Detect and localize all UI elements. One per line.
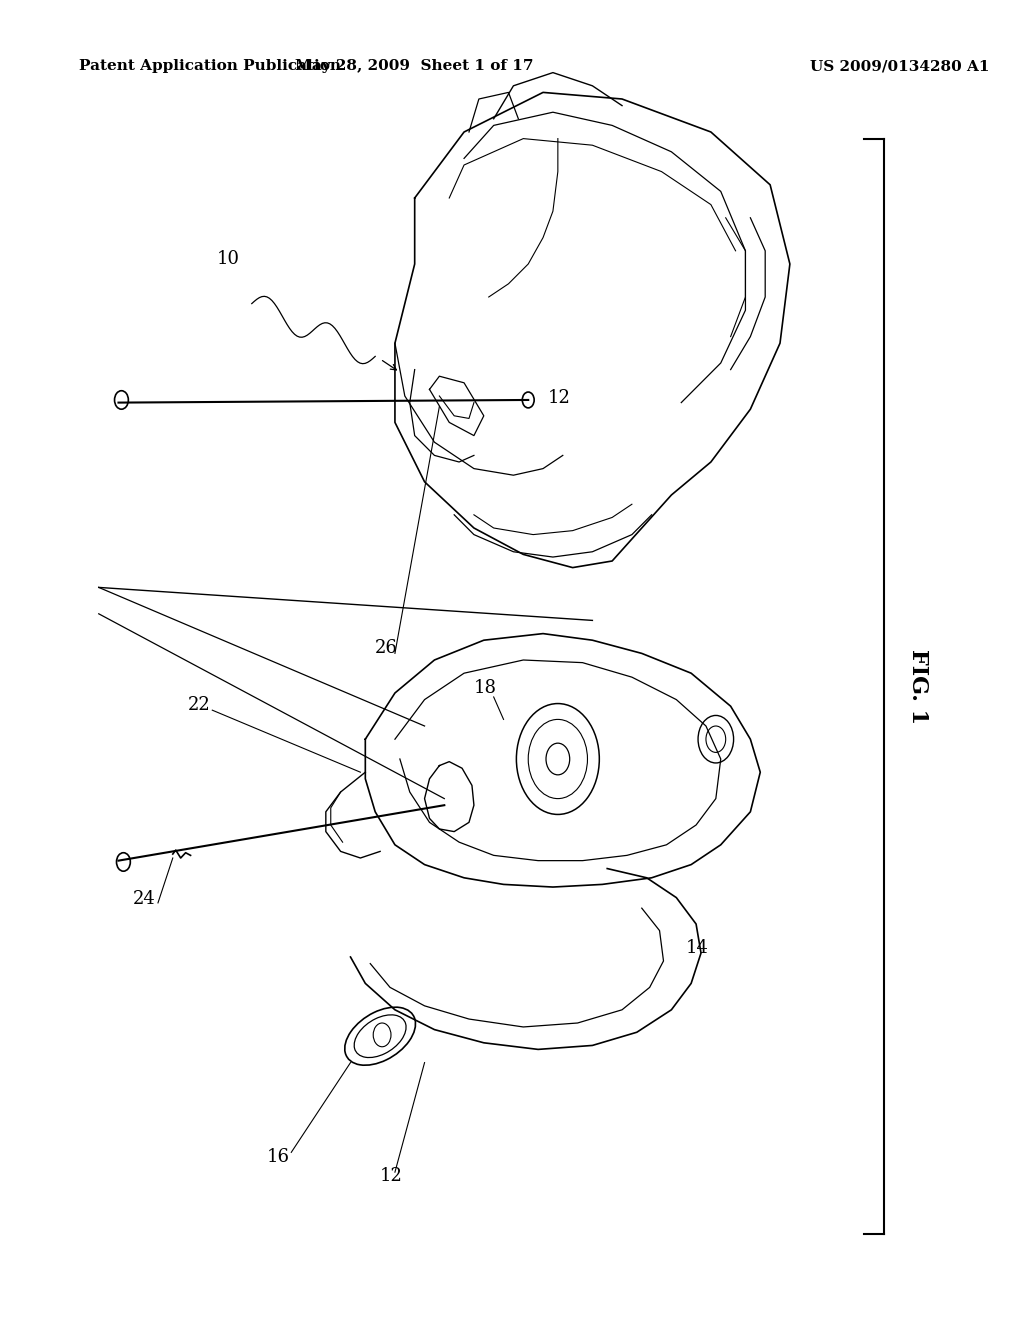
Text: FIG. 1: FIG. 1 <box>907 649 929 723</box>
Text: 14: 14 <box>686 939 709 957</box>
Text: 18: 18 <box>474 678 497 697</box>
Text: Patent Application Publication: Patent Application Publication <box>79 59 341 74</box>
Text: US 2009/0134280 A1: US 2009/0134280 A1 <box>810 59 989 74</box>
Text: 12: 12 <box>380 1167 403 1185</box>
Text: May 28, 2009  Sheet 1 of 17: May 28, 2009 Sheet 1 of 17 <box>296 59 534 74</box>
Text: 10: 10 <box>217 249 241 268</box>
Text: 16: 16 <box>266 1147 290 1166</box>
Text: 26: 26 <box>375 639 398 657</box>
Text: 24: 24 <box>133 890 156 908</box>
Text: 12: 12 <box>548 388 570 407</box>
Text: 22: 22 <box>187 696 210 714</box>
